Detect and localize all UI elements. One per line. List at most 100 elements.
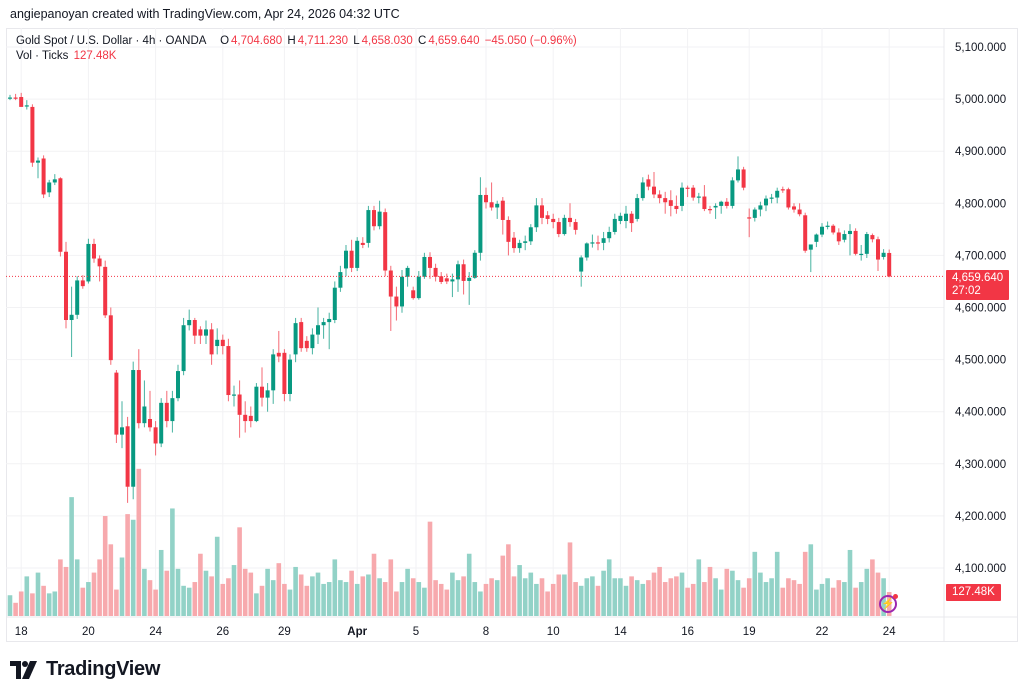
- candle-body: [366, 210, 371, 243]
- candle: [394, 286, 399, 321]
- candle: [618, 212, 623, 225]
- candle-body: [495, 203, 500, 208]
- volume-bar: [545, 591, 550, 616]
- candle: [226, 338, 231, 402]
- candle: [243, 401, 248, 433]
- candle: [75, 276, 80, 319]
- volume-bar: [203, 570, 209, 616]
- volume-bar: [847, 549, 853, 616]
- candle: [691, 185, 696, 201]
- candle-body: [338, 272, 343, 288]
- volume-bar: [724, 568, 730, 616]
- candle: [114, 370, 119, 443]
- volume-bar: [819, 583, 825, 616]
- candle-body: [786, 189, 791, 208]
- volume-bar: [618, 578, 623, 616]
- candle-body: [456, 264, 460, 280]
- high-label: H: [287, 35, 296, 47]
- tradingview-logo[interactable]: TradingView: [10, 658, 160, 681]
- candle: [433, 263, 438, 282]
- volume-bar: [175, 568, 181, 616]
- candle: [702, 185, 707, 212]
- close-label: C: [418, 35, 427, 47]
- candle: [136, 349, 141, 429]
- candle: [769, 193, 774, 204]
- candle: [428, 252, 432, 279]
- low-label: L: [353, 35, 360, 47]
- candle-body: [187, 320, 192, 326]
- volume-bar: [52, 591, 58, 616]
- candle-body: [780, 189, 785, 191]
- lightning-icon[interactable]: ⚡: [879, 594, 898, 613]
- volume-bar: [752, 551, 758, 616]
- volume-bar: [814, 589, 819, 616]
- candle: [579, 255, 584, 287]
- candle: [310, 328, 315, 355]
- volume-bar: [657, 566, 662, 616]
- candle-body: [304, 340, 309, 349]
- candle: [719, 200, 724, 214]
- volume-bar: [186, 587, 192, 616]
- symbol-title[interactable]: Gold Spot / U.S. Dollar · 4h · OANDA: [16, 35, 207, 47]
- volume-bar: [836, 580, 842, 616]
- candle-body: [562, 217, 567, 235]
- volume-bar: [690, 583, 696, 616]
- volume-bar: [74, 559, 80, 616]
- candle: [708, 205, 712, 214]
- candle: [814, 233, 819, 248]
- volume-bar: [489, 578, 494, 616]
- candle-body: [103, 266, 108, 316]
- candle-body: [876, 239, 880, 260]
- candle-body: [400, 276, 404, 307]
- candle-body: [500, 200, 505, 220]
- candle: [523, 235, 528, 251]
- candle: [825, 221, 830, 230]
- candle: [248, 406, 253, 428]
- volume-bar: [254, 593, 259, 616]
- volume-bar: [382, 582, 388, 616]
- candle-body: [332, 287, 337, 321]
- candle: [176, 364, 180, 402]
- candle: [624, 205, 628, 229]
- volume-bars: [7, 468, 892, 616]
- candle: [517, 239, 522, 253]
- volume-bar: [433, 580, 438, 616]
- price-tick-label: 4,100.000: [955, 563, 1006, 575]
- candle-body: [416, 276, 421, 299]
- volume-bar: [534, 583, 539, 616]
- candle: [304, 336, 309, 352]
- price-axis: 5,100.000 5,000.000 4,900.000 4,800.000 4,70…: [955, 42, 1006, 575]
- candle: [316, 307, 320, 344]
- candle: [752, 207, 757, 222]
- candle-body: [814, 234, 819, 242]
- volume-bar: [114, 589, 119, 616]
- volume-bar: [472, 582, 478, 616]
- candle-body: [820, 226, 824, 235]
- candle-body: [204, 329, 208, 336]
- candle-body: [736, 169, 740, 181]
- volume-bar: [858, 582, 864, 616]
- candle-body: [528, 227, 533, 242]
- price-tick-label: 4,900.000: [955, 146, 1006, 158]
- volume-bar: [192, 582, 198, 616]
- volume-label[interactable]: Vol · Ticks: [16, 50, 69, 62]
- candle-body: [769, 197, 774, 199]
- candle: [405, 265, 410, 287]
- candle-body: [192, 320, 197, 336]
- candle: [377, 200, 382, 230]
- candle: [47, 179, 52, 198]
- candle: [41, 155, 46, 199]
- candle-body: [657, 194, 662, 199]
- tv-logo-icon: [10, 660, 37, 679]
- candle: [646, 174, 651, 191]
- candles: [8, 92, 892, 503]
- volume-bar: [310, 576, 315, 616]
- volume-bar: [763, 582, 769, 616]
- candle: [764, 195, 768, 212]
- volume-bar: [539, 578, 545, 616]
- candle-body: [540, 205, 544, 218]
- volume-bar: [825, 578, 830, 616]
- candle: [736, 156, 740, 183]
- candle-body: [360, 242, 365, 245]
